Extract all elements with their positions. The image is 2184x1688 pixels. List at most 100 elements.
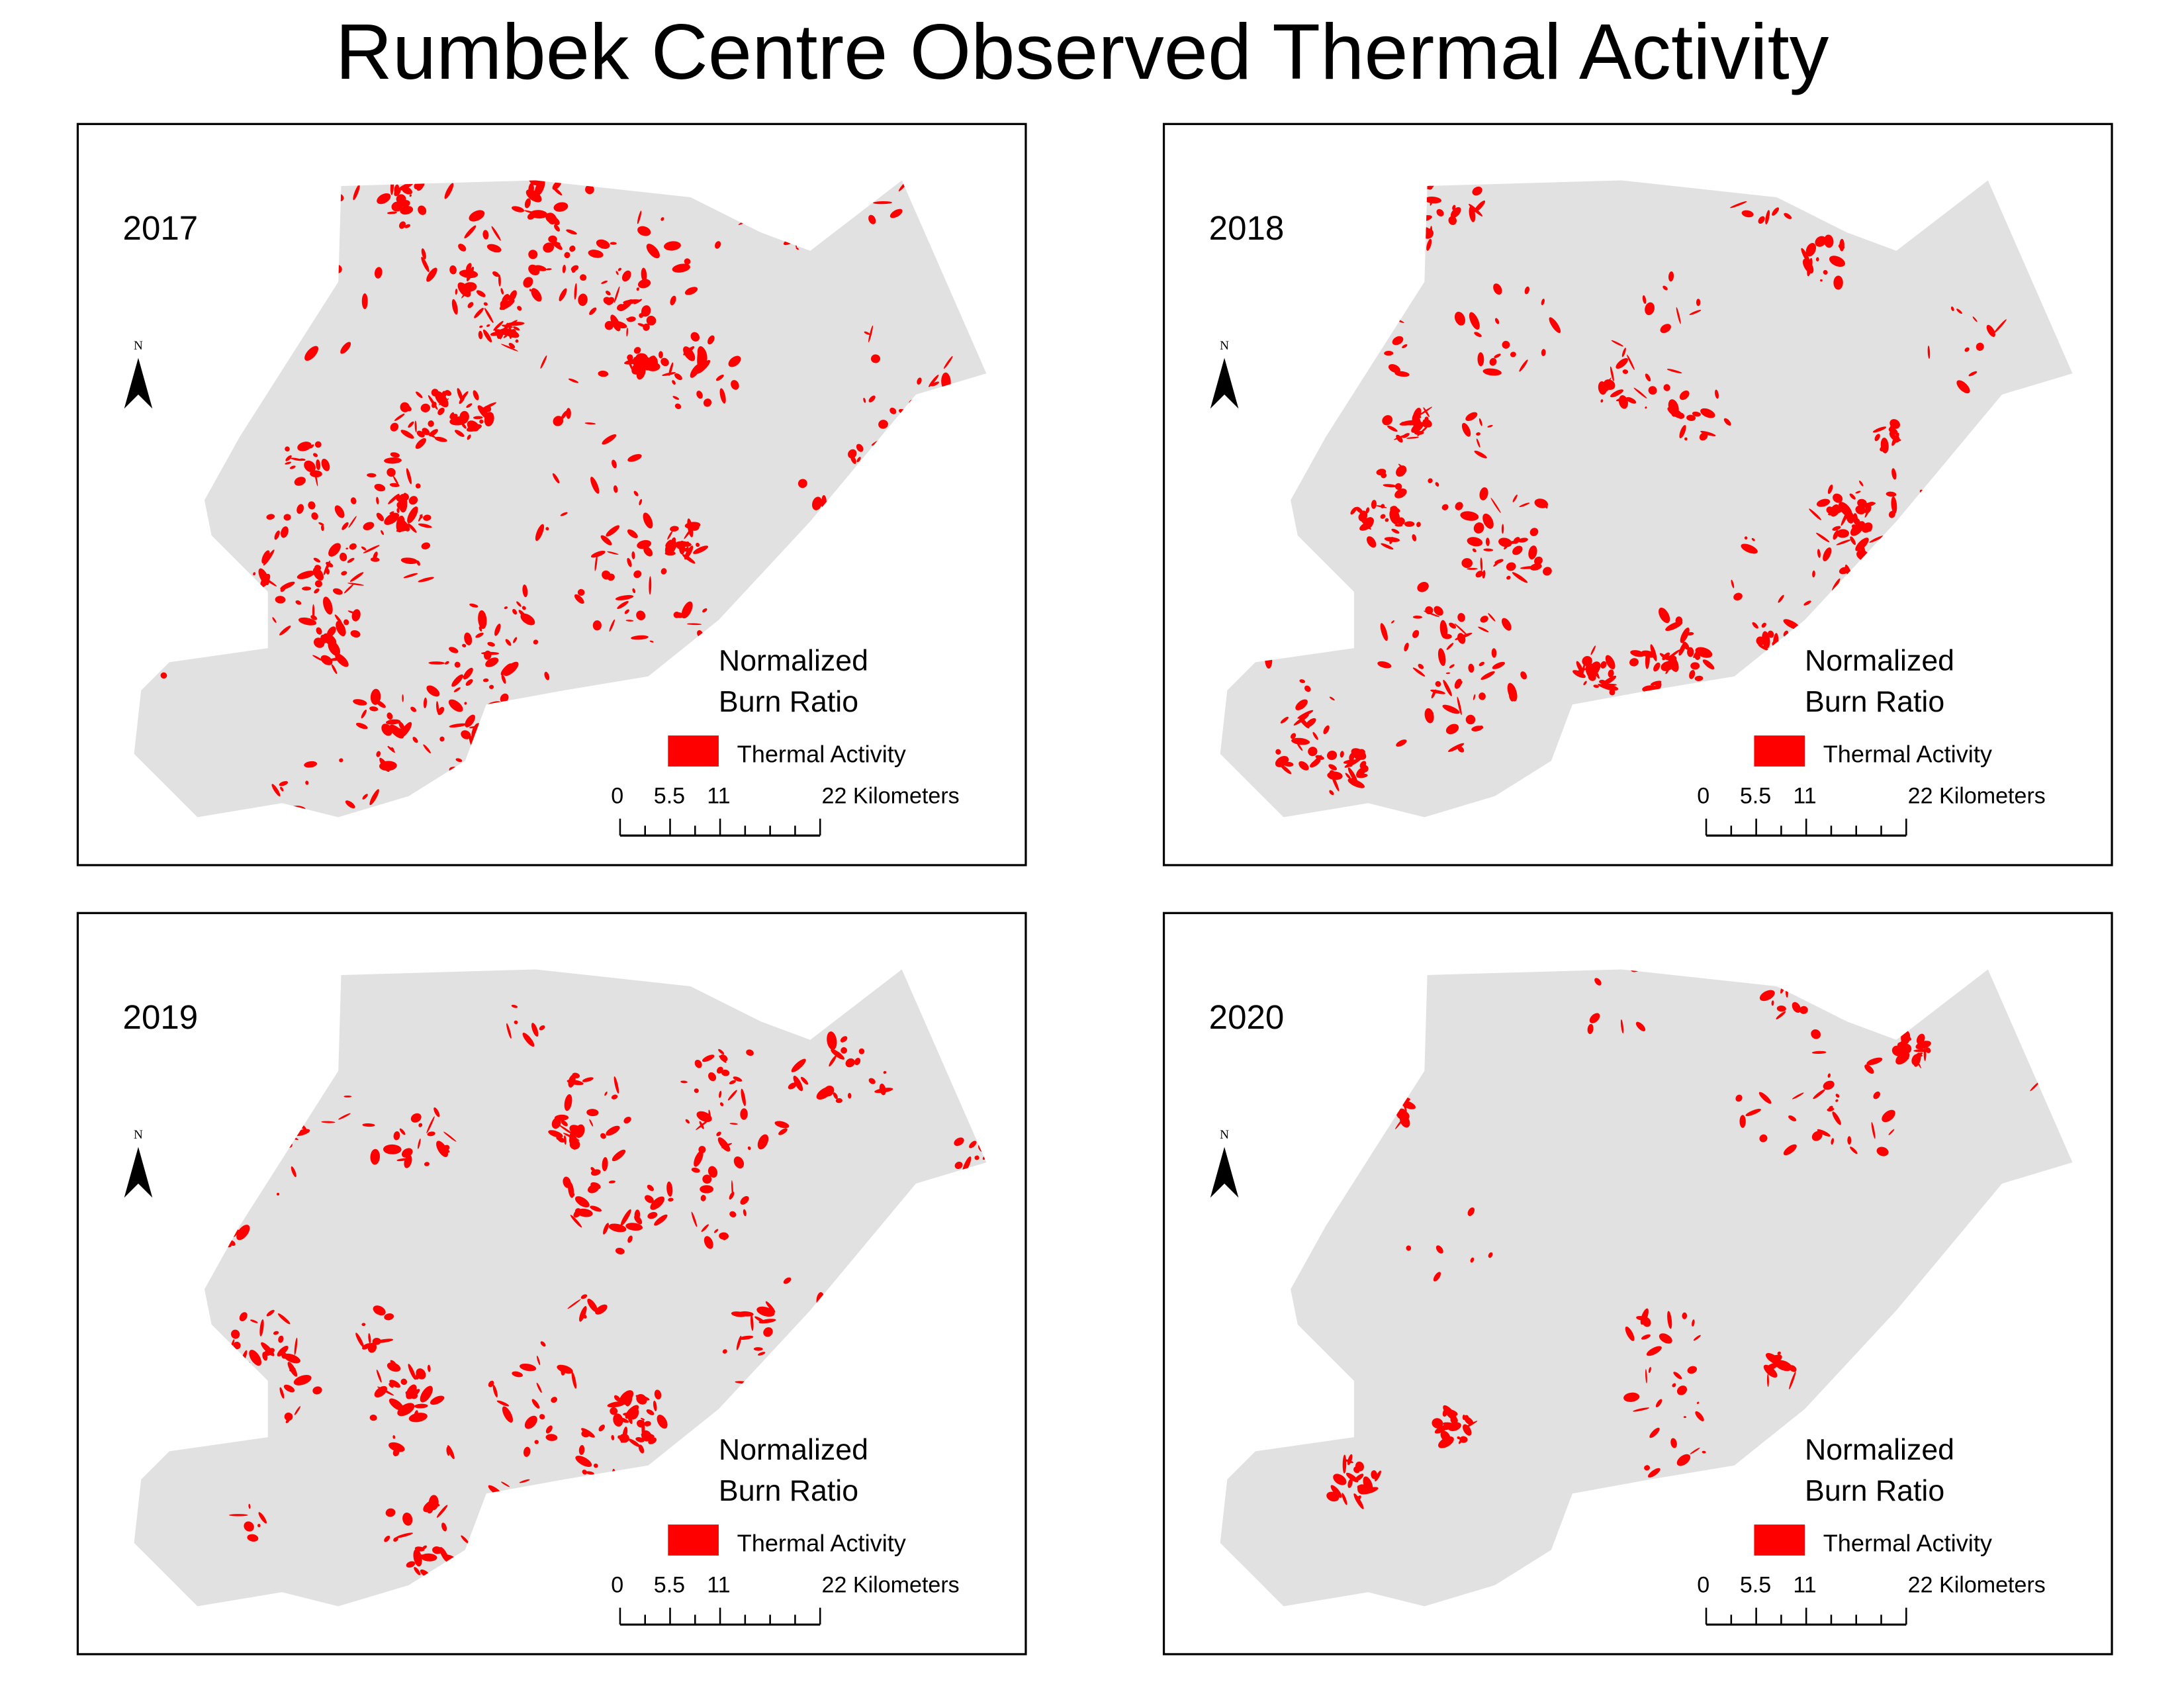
burn-patch (323, 560, 330, 575)
burn-patch (1506, 562, 1516, 571)
burn-patch (643, 546, 653, 557)
burn-patch (478, 610, 487, 630)
burn-patch (569, 1131, 578, 1150)
burn-patch (281, 526, 289, 538)
burn-patch (829, 1055, 837, 1067)
burn-patch (733, 1156, 745, 1169)
burn-patch (1445, 672, 1451, 675)
burn-patch (381, 530, 385, 536)
scale-label: 5.5 (1740, 783, 1771, 808)
burn-patch (1469, 312, 1480, 330)
burn-patch (1770, 1354, 1782, 1364)
burn-patch (414, 1403, 428, 1409)
burn-patch (349, 572, 364, 582)
burn-patch (1809, 508, 1822, 520)
burn-patch (1622, 369, 1629, 374)
scale-label: 11 (1793, 783, 1816, 808)
burn-patch (1629, 658, 1639, 667)
burn-patch (848, 449, 857, 459)
legend-swatch (1754, 1524, 1805, 1556)
burn-patch (465, 679, 473, 686)
burn-patch (332, 588, 343, 595)
burn-patch (314, 441, 322, 448)
burn-patch (513, 326, 520, 331)
burn-patch (754, 1316, 766, 1323)
burn-patch (1857, 498, 1867, 508)
burn-patch (338, 1113, 351, 1120)
burn-patch (1389, 508, 1400, 525)
burn-patch (627, 453, 642, 462)
burn-patch (574, 594, 584, 604)
burn-patch (1477, 352, 1484, 367)
burn-patch (694, 1150, 704, 1167)
burn-patch (600, 535, 612, 545)
burn-patch (1687, 632, 1694, 636)
burn-patch (954, 1161, 963, 1169)
burn-patch (833, 1092, 838, 1100)
burn-patch (461, 730, 471, 739)
burn-patch (453, 687, 461, 692)
burn-patch (556, 1136, 561, 1141)
burn-patch (1417, 424, 1430, 437)
burn-patch (369, 1415, 377, 1421)
burn-patch (426, 685, 440, 697)
burn-patch (421, 542, 431, 549)
burn-patch (289, 465, 296, 469)
burn-patch (1463, 1424, 1472, 1436)
burn-patch (426, 1116, 435, 1134)
burn-patch (461, 422, 467, 429)
burn-patch (276, 1192, 280, 1196)
burn-patch (318, 522, 324, 526)
burn-patch (464, 632, 473, 645)
burn-patch (1600, 387, 1610, 393)
burn-patch (917, 377, 922, 385)
burn-patch (1340, 751, 1344, 758)
burn-patch (449, 412, 455, 419)
burn-patch (1641, 1334, 1651, 1340)
burn-patch (387, 467, 396, 477)
burn-patch (553, 187, 563, 196)
burn-patch (404, 405, 412, 412)
burn-patch (1441, 504, 1449, 510)
burn-patch (604, 1091, 608, 1096)
burn-patch (580, 274, 587, 281)
burn-patch (408, 1413, 428, 1423)
burn-patch (1618, 395, 1628, 409)
burn-patch (1676, 412, 1685, 419)
burn-patch (1435, 482, 1439, 487)
burn-patch (1583, 680, 1587, 686)
burn-patch (636, 365, 646, 380)
burn-patch (312, 1386, 322, 1395)
north-label: N (1220, 1128, 1229, 1142)
burn-patch (1864, 506, 1872, 514)
burn-patch (447, 1445, 455, 1460)
burn-patch (602, 434, 617, 445)
burn-patch (463, 667, 473, 680)
burn-patch (434, 391, 449, 408)
burn-patch (428, 420, 434, 427)
burn-patch (1433, 1272, 1441, 1282)
burn-patch (312, 655, 323, 661)
burn-patch (1645, 651, 1650, 669)
burn-patch (529, 289, 531, 292)
burn-patch (449, 647, 459, 653)
burn-patch (1729, 201, 1747, 209)
burn-patch (606, 1125, 620, 1136)
burn-patch (827, 1031, 837, 1051)
burn-patch (1371, 500, 1377, 509)
burn-patch (296, 571, 315, 579)
burn-patch (585, 185, 594, 195)
burn-patch (461, 1535, 469, 1544)
burn-patch (1392, 336, 1404, 346)
burn-patch (1541, 349, 1546, 357)
burn-patch (856, 444, 864, 452)
burn-patch (1741, 543, 1758, 554)
burn-patch (1835, 1094, 1840, 1098)
burn-patch (619, 299, 633, 312)
burn-patch (261, 1342, 275, 1356)
burn-patch (398, 494, 408, 513)
burn-patch (1361, 1487, 1368, 1492)
scale-label: 11 (707, 1572, 730, 1597)
burn-patch (1655, 681, 1662, 690)
burn-patch (1545, 501, 1548, 509)
